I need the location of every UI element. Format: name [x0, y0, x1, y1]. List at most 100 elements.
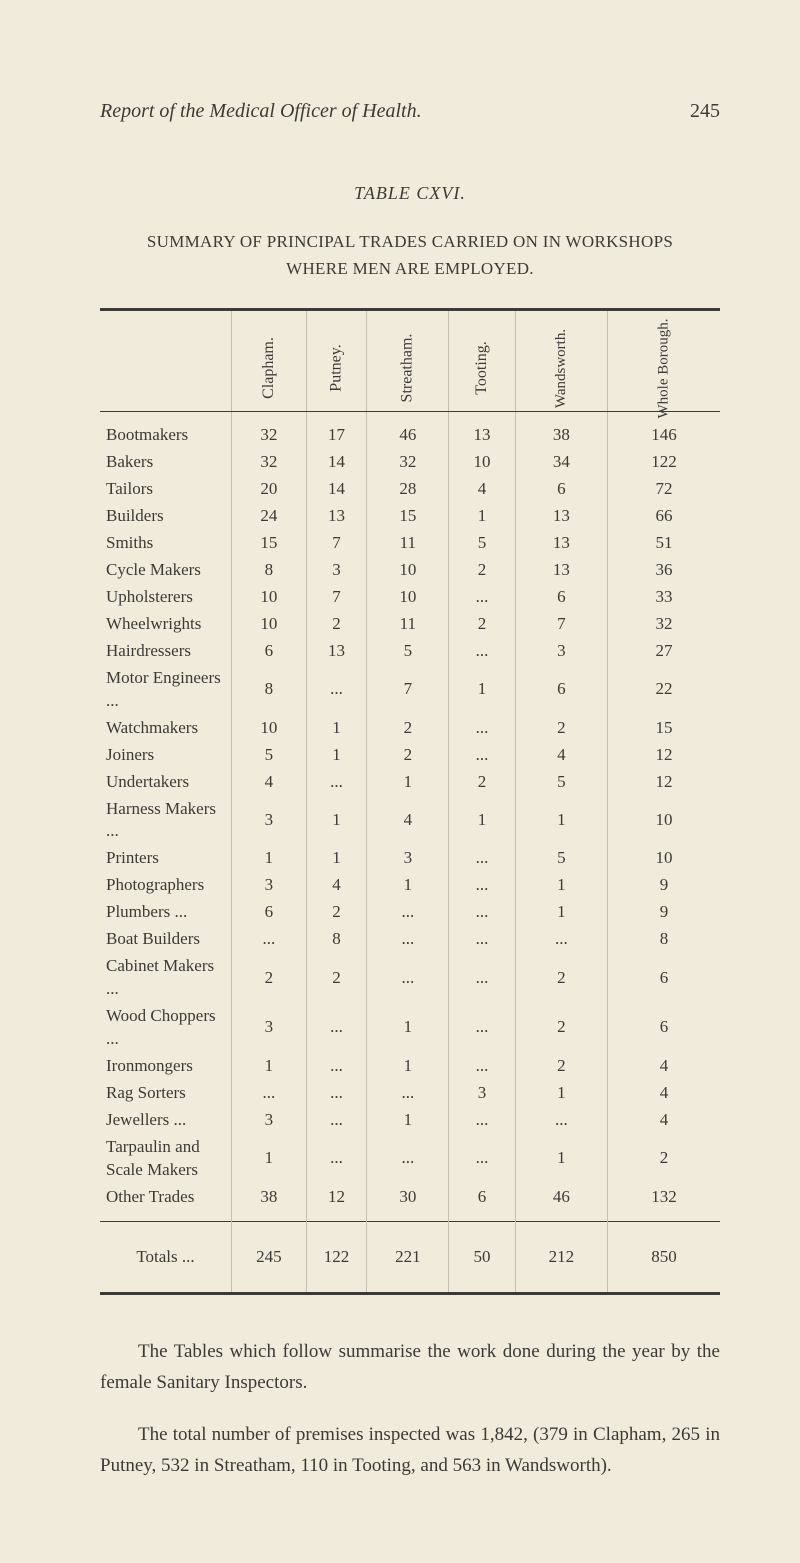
- cell-value: 13: [449, 412, 516, 449]
- row-label: Tarpaulin and Scale Makers: [100, 1134, 231, 1184]
- row-label: Undertakers: [100, 769, 231, 796]
- cell-value: 1: [449, 796, 516, 846]
- paragraph-2: The total number of premises inspected w…: [100, 1420, 720, 1481]
- cell-value: 10: [608, 796, 721, 846]
- cell-value: 10: [367, 584, 449, 611]
- cell-value: 3: [367, 845, 449, 872]
- cell-value: 4: [449, 476, 516, 503]
- cell-value: 6: [231, 899, 306, 926]
- table-row: Watchmakers1012...215: [100, 715, 720, 742]
- cell-value: 4: [608, 1107, 721, 1134]
- cell-value: 9: [608, 872, 721, 899]
- totals-label: Totals ...: [100, 1221, 231, 1294]
- cell-value: 11: [367, 530, 449, 557]
- totals-value: 212: [515, 1221, 607, 1294]
- row-label: Jewellers ...: [100, 1107, 231, 1134]
- cell-value: 132: [608, 1184, 721, 1221]
- table-row: Cabinet Makers ...22......26: [100, 953, 720, 1003]
- cell-value: 7: [367, 665, 449, 715]
- cell-value: 2: [515, 715, 607, 742]
- cell-value: 10: [449, 449, 516, 476]
- row-label: Watchmakers: [100, 715, 231, 742]
- cell-value: ...: [306, 769, 367, 796]
- row-label: Wood Choppers ...: [100, 1003, 231, 1053]
- cell-value: ...: [449, 1107, 516, 1134]
- cell-value: 8: [231, 665, 306, 715]
- row-label: Hairdressers: [100, 638, 231, 665]
- cell-value: 15: [231, 530, 306, 557]
- cell-value: ...: [515, 926, 607, 953]
- cell-value: 1: [515, 899, 607, 926]
- cell-value: 3: [231, 872, 306, 899]
- cell-value: ...: [449, 1053, 516, 1080]
- cell-value: 8: [231, 557, 306, 584]
- table-row: Wood Choppers ...3...1...26: [100, 1003, 720, 1053]
- cell-value: 32: [231, 449, 306, 476]
- cell-value: 1: [449, 503, 516, 530]
- col-whole-borough: Whole Borough.: [608, 310, 721, 412]
- cell-value: 1: [367, 1003, 449, 1053]
- cell-value: 51: [608, 530, 721, 557]
- cell-value: 5: [515, 845, 607, 872]
- cell-value: 3: [231, 796, 306, 846]
- cell-value: ...: [449, 845, 516, 872]
- cell-value: ...: [306, 1107, 367, 1134]
- cell-value: 13: [515, 557, 607, 584]
- row-label: Plumbers ...: [100, 899, 231, 926]
- table-title-line2: WHERE MEN ARE EMPLOYED.: [286, 259, 534, 278]
- cell-value: ...: [306, 665, 367, 715]
- row-label: Ironmongers: [100, 1053, 231, 1080]
- cell-value: 2: [367, 742, 449, 769]
- cell-value: 1: [515, 1080, 607, 1107]
- table-row: Harness Makers ...3141110: [100, 796, 720, 846]
- row-label: Bakers: [100, 449, 231, 476]
- cell-value: ...: [367, 899, 449, 926]
- cell-value: 66: [608, 503, 721, 530]
- totals-value: 122: [306, 1221, 367, 1294]
- page-number: 245: [690, 100, 720, 123]
- row-label: Builders: [100, 503, 231, 530]
- cell-value: ...: [367, 953, 449, 1003]
- cell-value: 1: [306, 715, 367, 742]
- cell-value: 14: [306, 476, 367, 503]
- trades-table: Clapham. Putney. Streatham. Tooting. Wan…: [100, 308, 720, 1295]
- row-label: Cabinet Makers ...: [100, 953, 231, 1003]
- table-row: Bakers3214321034122: [100, 449, 720, 476]
- table-row: Jewellers ...3...1......4: [100, 1107, 720, 1134]
- cell-value: 28: [367, 476, 449, 503]
- row-label: Harness Makers ...: [100, 796, 231, 846]
- cell-value: 4: [306, 872, 367, 899]
- cell-value: 1: [367, 872, 449, 899]
- cell-value: 9: [608, 899, 721, 926]
- cell-value: 1: [515, 796, 607, 846]
- totals-value: 221: [367, 1221, 449, 1294]
- table-row: Motor Engineers ...8...71622: [100, 665, 720, 715]
- paragraph-1: The Tables which follow summarise the wo…: [100, 1337, 720, 1398]
- cell-value: 1: [367, 1107, 449, 1134]
- row-label: Joiners: [100, 742, 231, 769]
- running-title: Report of the Medical Officer of Health.: [100, 100, 422, 123]
- cell-value: 30: [367, 1184, 449, 1221]
- cell-value: 32: [367, 449, 449, 476]
- row-label: Upholsterers: [100, 584, 231, 611]
- col-clapham: Clapham.: [231, 310, 306, 412]
- cell-value: 33: [608, 584, 721, 611]
- cell-value: ...: [515, 1107, 607, 1134]
- cell-value: 6: [515, 665, 607, 715]
- cell-value: 1: [306, 796, 367, 846]
- table-row: Hairdressers6135...327: [100, 638, 720, 665]
- cell-value: 13: [306, 503, 367, 530]
- row-label: Wheelwrights: [100, 611, 231, 638]
- cell-value: 32: [231, 412, 306, 449]
- cell-value: 1: [367, 769, 449, 796]
- cell-value: 27: [608, 638, 721, 665]
- cell-value: 3: [231, 1003, 306, 1053]
- cell-value: 46: [367, 412, 449, 449]
- cell-value: 38: [231, 1184, 306, 1221]
- cell-value: 3: [515, 638, 607, 665]
- cell-value: 2: [231, 953, 306, 1003]
- table-row: Other Trades381230646132: [100, 1184, 720, 1221]
- cell-value: 2: [367, 715, 449, 742]
- cell-value: 4: [608, 1080, 721, 1107]
- header-blank: [100, 310, 231, 412]
